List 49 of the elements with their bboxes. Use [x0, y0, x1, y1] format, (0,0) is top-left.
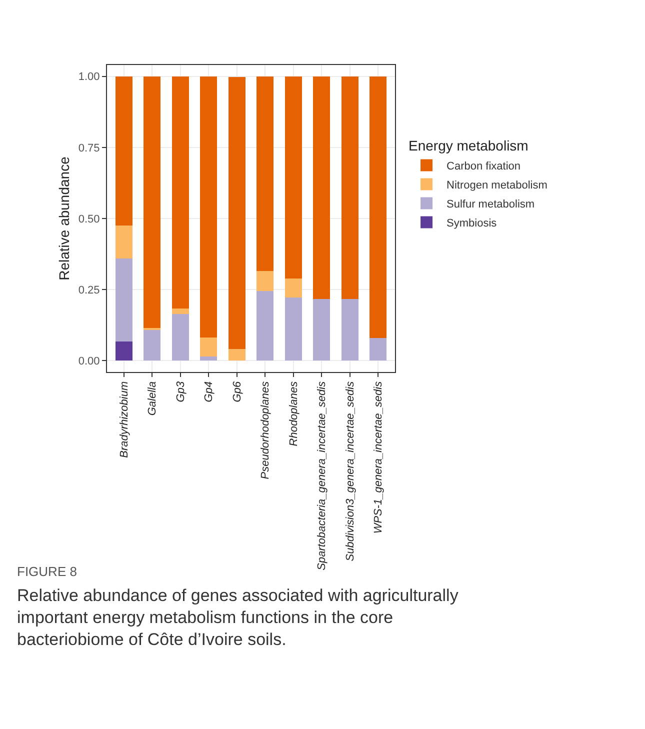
x-tick-label: Subdivision3_genera_incertae_sedis [344, 380, 356, 562]
bar [284, 76, 302, 278]
y-tick-label: 0.50 [78, 213, 100, 226]
bar [256, 76, 274, 271]
y-axis-title: Relative abundance [56, 156, 72, 280]
bar [115, 258, 132, 342]
legend-title: Energy metabolism [408, 138, 528, 154]
y-tick-label: 0.25 [78, 284, 100, 296]
bar [284, 278, 302, 298]
bar [172, 308, 189, 314]
x-tick-label: Pseudorhodoplanes [260, 380, 272, 480]
bar [144, 76, 161, 328]
bar [313, 76, 330, 299]
x-tick-label: Gp3 [174, 380, 187, 402]
y-tick-label: 0.75 [78, 142, 100, 154]
x-tick-label: Galella [146, 381, 159, 416]
bar [172, 76, 189, 309]
bar [228, 348, 246, 361]
bar [284, 298, 302, 361]
x-tick-label: Bradyrhizobium [118, 381, 131, 458]
x-tick-label: Spartobacteria_genera_incertae_sedis [316, 380, 328, 570]
text: Relative abundance of genes associated with agriculturally important energy metabolism functions in the core bacteriobiome of Côte d’Ivoire soils. [17, 586, 459, 650]
y-tick-label: 0.00 [78, 355, 100, 368]
bar [370, 76, 387, 338]
bar [370, 338, 387, 361]
bar [256, 270, 274, 291]
x-tick-label: Rhodoplanes [288, 380, 300, 446]
legend-label: Nitrogen metabolism [446, 180, 548, 192]
bar [341, 76, 358, 299]
caption: FIGURE 8 [17, 564, 77, 579]
bar [200, 356, 218, 361]
bar [200, 76, 218, 338]
x-tick-label: Gp4 [203, 381, 216, 402]
y-tick-label: 1.00 [78, 71, 100, 84]
bar [115, 76, 132, 226]
x-tick-label: WPS-1_genera_incertae_sedis [372, 380, 385, 534]
bar [115, 225, 132, 258]
bar [256, 290, 274, 361]
bar [313, 298, 330, 361]
bar [172, 314, 189, 361]
bar [115, 342, 132, 361]
bar [200, 338, 218, 356]
bar [144, 329, 161, 361]
legend-label: Sulfur metabolism [446, 198, 535, 211]
legend-label: Symbiosis [446, 218, 498, 230]
bar [341, 298, 358, 361]
legend-label: Carbon fixation [446, 160, 521, 173]
x-tick-label: Gp6 [231, 380, 244, 402]
bar [228, 76, 246, 349]
